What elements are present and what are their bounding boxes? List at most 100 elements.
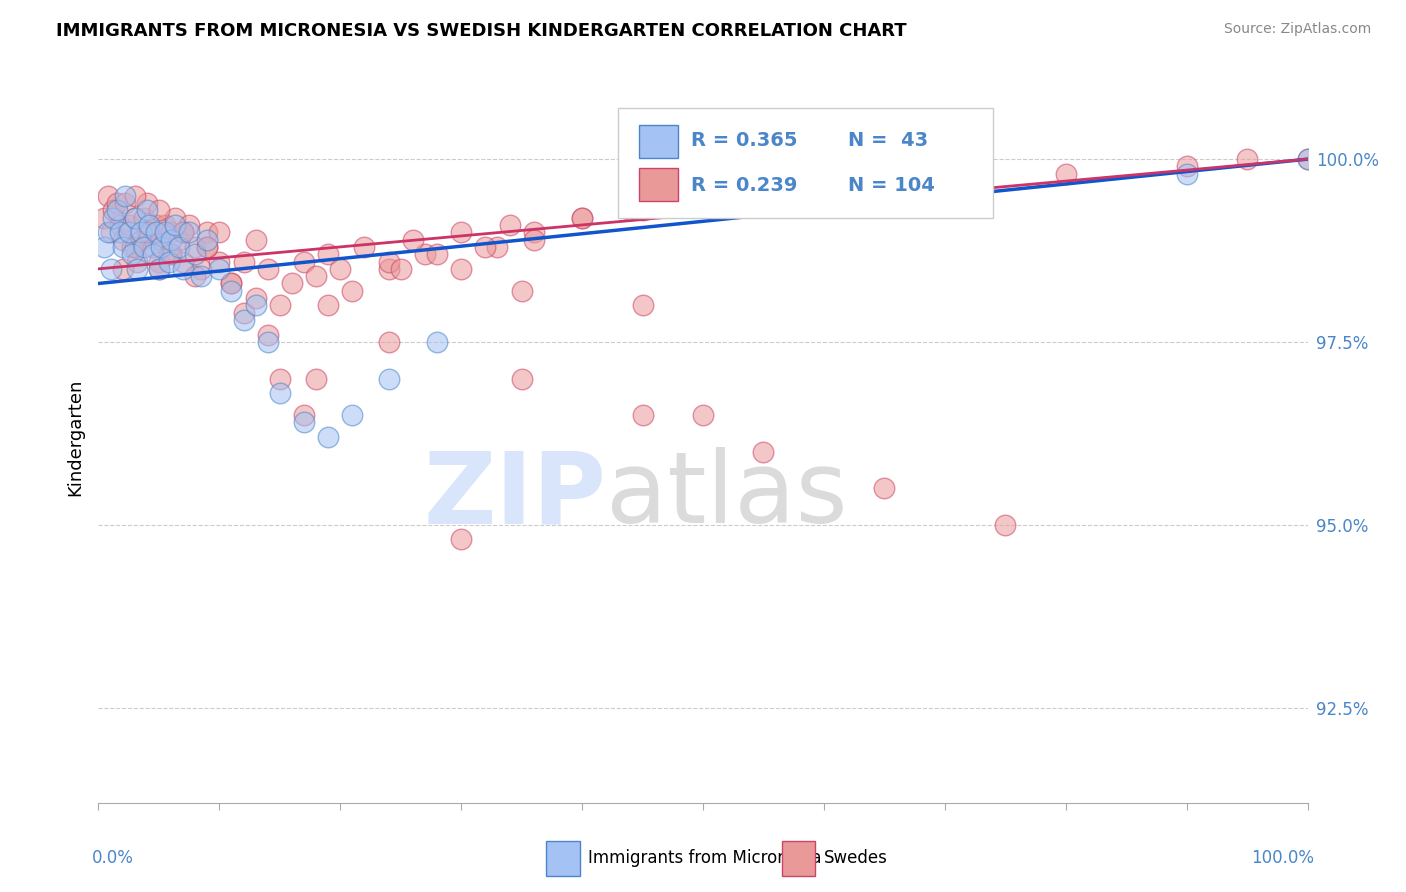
Point: [342, 284, 364, 298]
Point: [523, 233, 546, 247]
Point: [138, 218, 160, 232]
Point: [498, 218, 520, 232]
Point: [377, 261, 399, 276]
Point: [450, 261, 472, 276]
Point: [157, 247, 180, 261]
Text: N =  43: N = 43: [848, 131, 928, 150]
Point: [105, 203, 128, 218]
Bar: [638, 125, 678, 158]
Point: [1296, 152, 1319, 166]
Bar: [546, 841, 579, 876]
Text: Source: ZipAtlas.com: Source: ZipAtlas.com: [1223, 22, 1371, 37]
Point: [292, 416, 315, 430]
Point: [169, 240, 191, 254]
Point: [195, 233, 218, 247]
Text: IMMIGRANTS FROM MICRONESIA VS SWEDISH KINDERGARTEN CORRELATION CHART: IMMIGRANTS FROM MICRONESIA VS SWEDISH KI…: [56, 22, 907, 40]
Point: [142, 240, 165, 254]
Point: [135, 196, 157, 211]
Point: [184, 269, 207, 284]
Point: [245, 298, 267, 312]
Point: [142, 247, 165, 261]
Point: [1236, 152, 1258, 166]
Point: [232, 306, 254, 320]
Text: R = 0.239: R = 0.239: [690, 176, 797, 194]
Point: [269, 386, 291, 401]
Point: [111, 233, 134, 247]
Point: [426, 247, 449, 261]
Point: [934, 174, 956, 188]
Text: atlas: atlas: [606, 447, 848, 544]
Point: [631, 203, 654, 218]
Point: [813, 181, 835, 195]
Point: [389, 261, 412, 276]
Point: [195, 240, 218, 254]
Point: [571, 211, 593, 225]
Point: [127, 254, 149, 268]
Point: [127, 261, 149, 276]
Point: [179, 225, 201, 239]
Point: [256, 334, 278, 349]
Point: [752, 188, 775, 202]
Point: [571, 211, 593, 225]
Point: [377, 254, 399, 268]
Point: [169, 233, 191, 247]
Point: [148, 254, 170, 268]
Text: Immigrants from Micronesia: Immigrants from Micronesia: [588, 849, 821, 867]
Point: [668, 188, 690, 202]
Point: [752, 181, 775, 195]
Point: [172, 225, 194, 239]
Point: [148, 261, 170, 276]
Point: [124, 211, 146, 225]
Point: [221, 277, 243, 291]
Point: [163, 211, 186, 225]
Point: [184, 247, 207, 261]
Point: [108, 225, 131, 239]
Point: [450, 533, 472, 547]
Point: [510, 371, 533, 385]
Point: [153, 218, 176, 232]
Point: [157, 254, 180, 268]
FancyBboxPatch shape: [619, 108, 993, 218]
Point: [150, 240, 173, 254]
Point: [172, 225, 194, 239]
Point: [510, 284, 533, 298]
Point: [221, 277, 243, 291]
Y-axis label: Kindergarten: Kindergarten: [66, 378, 84, 496]
Point: [111, 240, 134, 254]
Point: [100, 261, 122, 276]
Point: [631, 298, 654, 312]
Point: [208, 261, 231, 276]
Point: [118, 218, 141, 232]
Point: [172, 261, 194, 276]
Text: N = 104: N = 104: [848, 176, 935, 194]
Point: [269, 371, 291, 385]
Point: [1175, 167, 1198, 181]
Point: [256, 261, 278, 276]
Point: [97, 188, 120, 202]
Point: [124, 240, 146, 254]
Point: [153, 225, 176, 239]
Point: [1054, 167, 1077, 181]
Point: [101, 211, 124, 225]
Point: [1296, 152, 1319, 166]
Text: 0.0%: 0.0%: [91, 849, 134, 867]
Bar: [638, 168, 678, 201]
Point: [426, 334, 449, 349]
Point: [118, 225, 141, 239]
Point: [342, 408, 364, 422]
Point: [994, 517, 1017, 532]
Point: [221, 284, 243, 298]
Point: [145, 218, 167, 232]
Point: [148, 261, 170, 276]
Point: [135, 225, 157, 239]
Point: [160, 233, 183, 247]
Point: [101, 203, 124, 218]
Point: [292, 408, 315, 422]
Point: [523, 225, 546, 239]
Point: [195, 225, 218, 239]
Point: [160, 247, 183, 261]
Point: [121, 247, 143, 261]
Point: [129, 225, 152, 239]
Point: [873, 167, 896, 181]
Point: [179, 218, 201, 232]
